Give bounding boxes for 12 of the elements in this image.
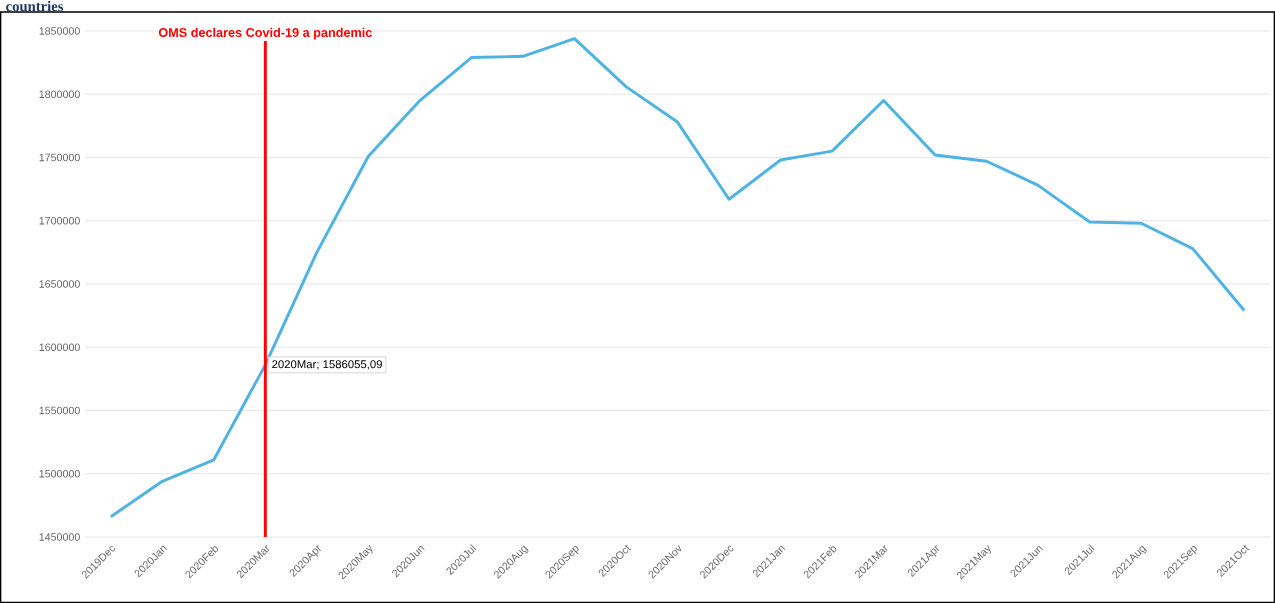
y-tick-label: 1500000 — [39, 469, 80, 478]
chart-title: countries — [6, 0, 64, 12]
y-tick-label: 1800000 — [39, 90, 80, 99]
annotation: 2020Mar; 1586055,09 — [272, 360, 382, 370]
y-tick-label: 1750000 — [39, 153, 80, 162]
y-tick-label: 1850000 — [39, 27, 80, 35]
y-tick-label: 1700000 — [39, 216, 80, 225]
ref-line-label: OMS declares Covid-19 a pandemic — [158, 27, 372, 40]
y-tick-label: 1550000 — [39, 406, 80, 415]
y-tick-label: 1450000 — [39, 533, 80, 541]
y-tick-label: 1650000 — [39, 280, 80, 288]
y-tick-label: 1600000 — [39, 343, 80, 352]
